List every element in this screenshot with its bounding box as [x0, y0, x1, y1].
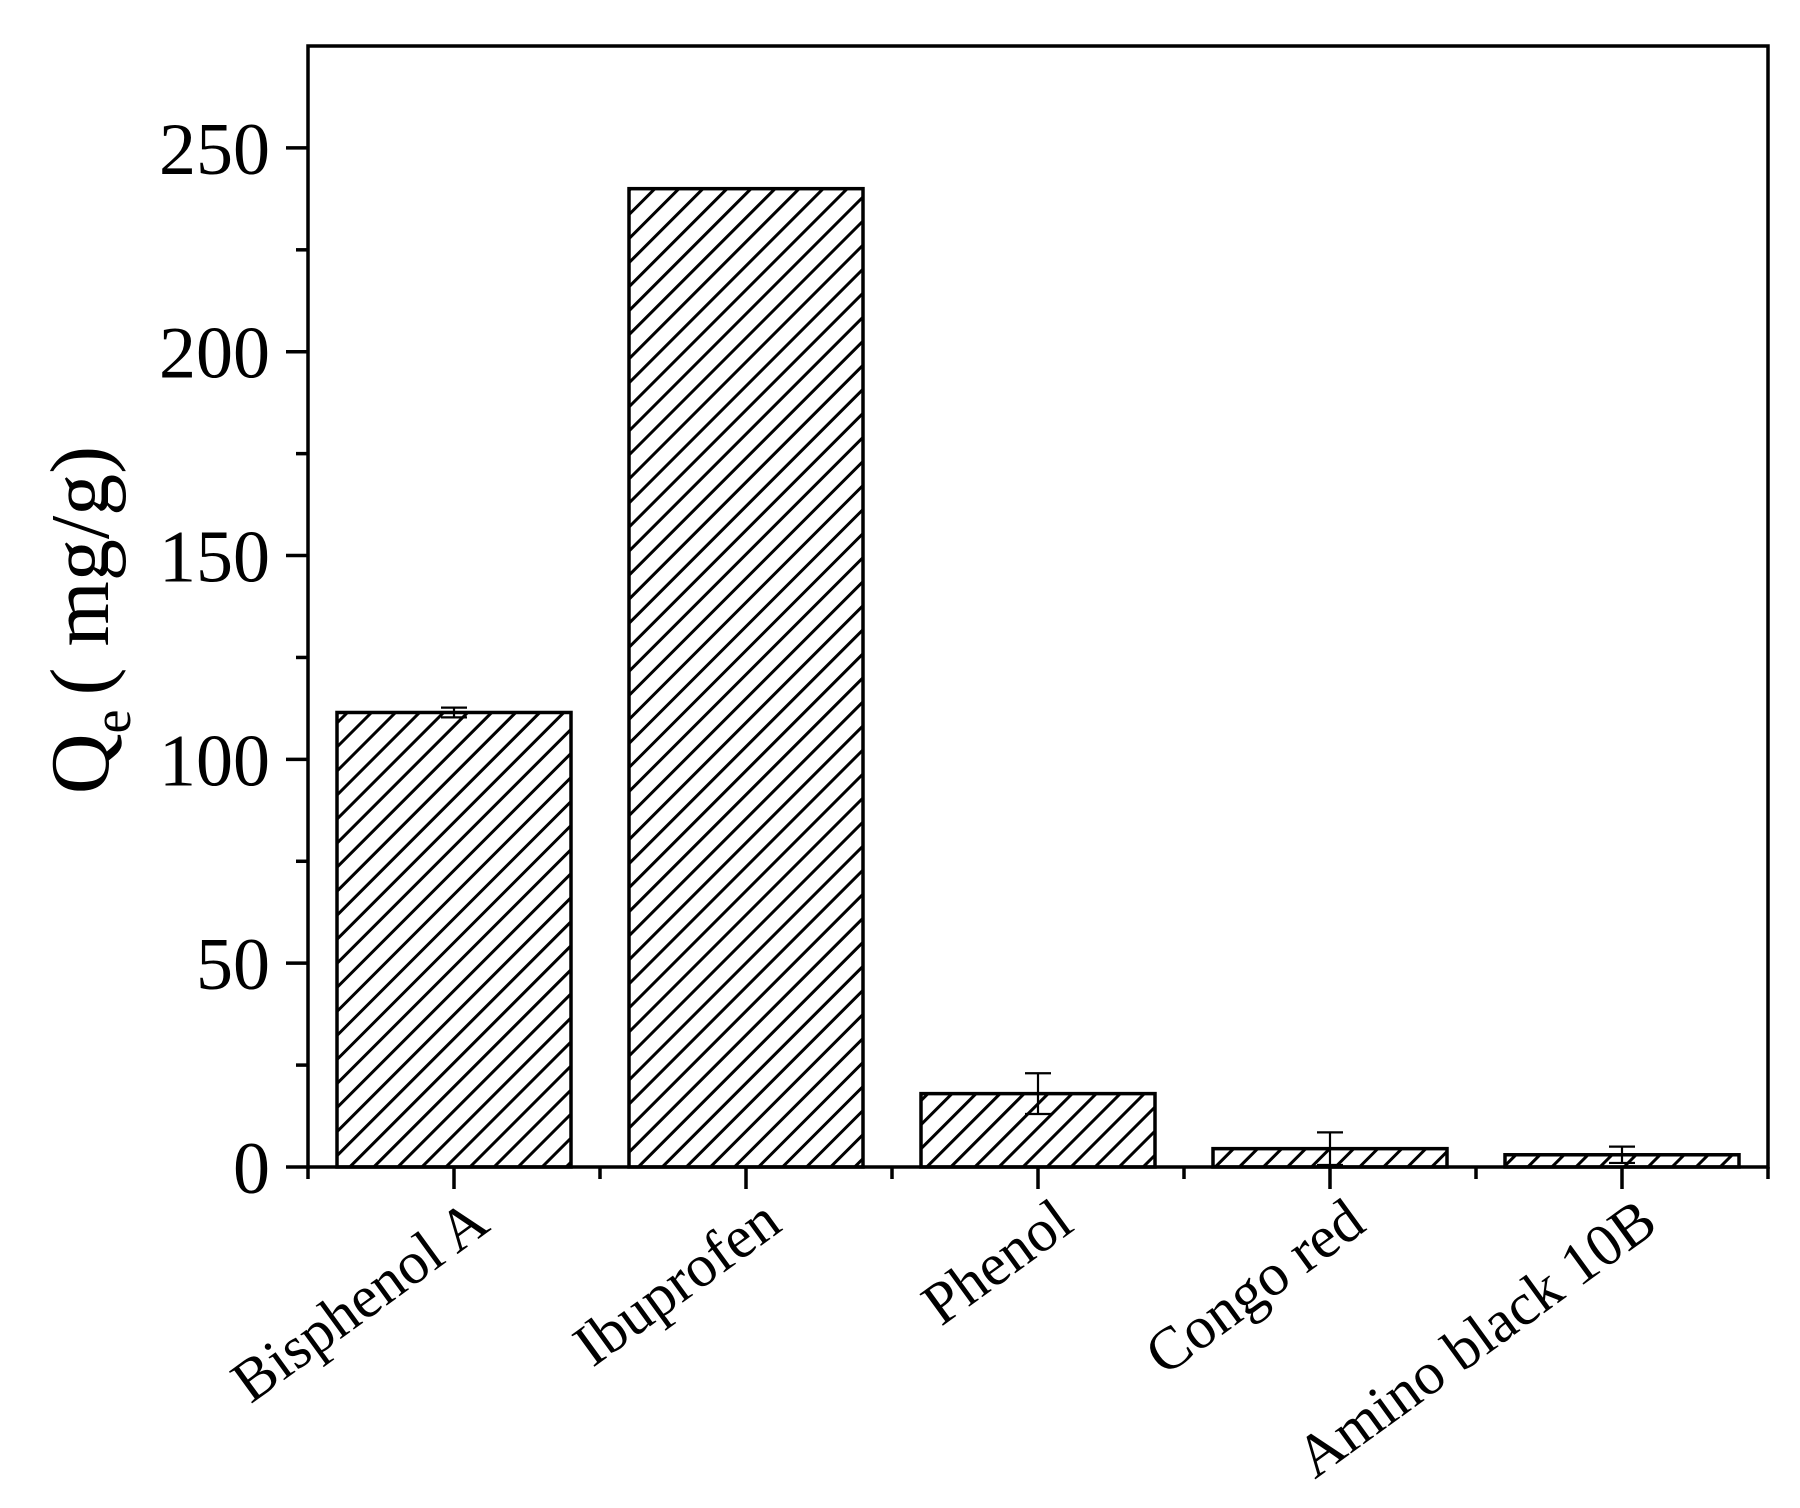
y-axis: 0 50 100 150 200 250 — [159, 109, 308, 1210]
y-tick-label: 0 — [233, 1128, 270, 1210]
x-category-label: Ibuprofen — [561, 1186, 791, 1378]
bar-ibuprofen — [627, 186, 865, 1169]
x-category-label: Bisphenol A — [219, 1186, 499, 1415]
y-axis-label-main: Q — [34, 733, 127, 794]
bar-bisphenol-a — [335, 710, 573, 1169]
y-tick-label: 200 — [159, 313, 270, 395]
x-category-label: Phenol — [910, 1186, 1084, 1337]
y-tick-label: 50 — [196, 924, 270, 1006]
x-category-label: Congo red — [1133, 1186, 1375, 1387]
y-tick-label: 150 — [159, 517, 270, 599]
y-axis-label-unit: ( mg/g) — [34, 446, 127, 696]
y-axis-label: Qe ( mg/g) — [34, 446, 142, 794]
y-tick-label: 100 — [159, 720, 270, 802]
x-axis: Bisphenol A Ibuprofen Phenol Congo redAmino… — [219, 1167, 1770, 1490]
error-bars-group — [441, 706, 1635, 1167]
bars-group — [335, 186, 1741, 1169]
y-tick-label: 250 — [159, 109, 270, 191]
y-axis-label-subscript: e — [82, 709, 142, 733]
